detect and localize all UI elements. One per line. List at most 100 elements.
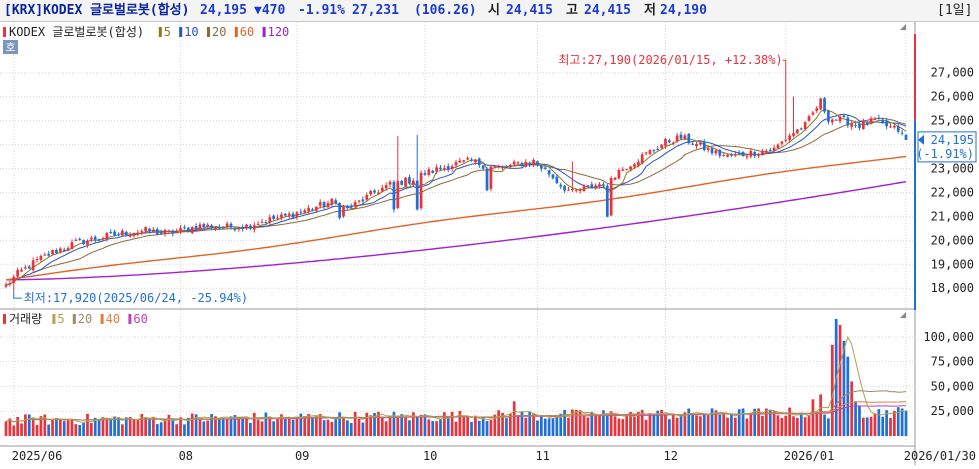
candle-body — [252, 225, 256, 230]
period-selector[interactable]: [1일] — [937, 3, 973, 18]
candle-body — [124, 231, 128, 236]
candle-body — [70, 242, 74, 250]
candle-body — [776, 144, 780, 149]
candle-body — [361, 199, 365, 202]
price-tick-label: 25,000 — [931, 114, 974, 128]
candle-body — [272, 215, 276, 219]
volume-legend-ma-swatch — [72, 314, 76, 324]
volume-bar — [780, 417, 784, 436]
candle-body — [823, 98, 826, 112]
volume-bar — [218, 417, 221, 436]
volume-bar — [873, 413, 877, 436]
candle-body — [524, 161, 528, 167]
volume-bar — [668, 419, 671, 436]
candle-body — [865, 122, 869, 125]
volume-bar — [691, 413, 694, 436]
candle-body — [194, 226, 198, 230]
volume-bar — [854, 401, 857, 436]
candle-body — [571, 188, 574, 191]
volume-bar — [679, 414, 683, 436]
volume-legend-ma-40: 40 — [106, 312, 120, 326]
candle-body — [163, 229, 167, 234]
candle-body — [788, 135, 791, 140]
grid — [0, 22, 916, 465]
candle-body — [699, 142, 702, 145]
volume-bar — [256, 419, 260, 436]
volume-bar — [590, 411, 594, 436]
volume-bar — [210, 414, 213, 436]
candle-body — [501, 167, 504, 169]
candle-body — [858, 124, 861, 128]
volume-bar — [338, 412, 341, 436]
candle-body — [679, 134, 683, 139]
volume-bar — [505, 418, 508, 436]
candle-body — [404, 177, 407, 187]
volume-bar — [380, 417, 384, 436]
volume-bar — [241, 417, 244, 436]
volume-bar — [55, 417, 58, 436]
volume-bar — [152, 416, 155, 436]
candle-body — [431, 170, 435, 173]
volume-bar — [330, 421, 334, 436]
candle-body — [249, 225, 252, 229]
volume-bar — [516, 415, 520, 436]
candle-body — [481, 165, 485, 169]
candle-body — [683, 135, 687, 139]
volume-bar — [695, 415, 698, 436]
candle-body — [761, 151, 764, 156]
candle-body — [342, 206, 345, 217]
volume-bar — [559, 413, 563, 436]
candle-body — [419, 172, 423, 208]
candle-body — [551, 174, 555, 179]
volume-bar — [582, 415, 586, 436]
stock-code[interactable]: [KRX]KODEX 글로벌로봇(합성) — [4, 3, 190, 18]
volume-bar — [737, 409, 741, 436]
candle-body — [303, 210, 307, 213]
volume-bar — [807, 415, 811, 436]
volume-bar — [640, 409, 644, 436]
candle-body — [745, 156, 749, 158]
volume-bar — [539, 415, 543, 436]
candle-body — [128, 234, 132, 237]
volume-bar — [850, 381, 854, 436]
volume-bar — [702, 414, 706, 436]
candle-body — [586, 185, 590, 187]
x-tick-label: 11 — [535, 449, 549, 463]
candle-body — [86, 240, 89, 245]
candle-body — [206, 224, 210, 227]
volume-bar — [307, 413, 310, 436]
plot-background — [0, 22, 915, 465]
candle-body — [202, 224, 206, 227]
volume-bar — [415, 416, 419, 436]
volume-bar — [109, 419, 113, 436]
volume-bar — [148, 419, 151, 436]
price-tick-label: 22,000 — [931, 185, 974, 199]
price-volume-chart[interactable]: 27,00026,00025,00024,00023,00022,00021,0… — [0, 22, 979, 465]
candle-body — [152, 229, 155, 232]
volume-bar — [497, 410, 501, 436]
volume-bar — [419, 414, 423, 436]
volume-bar — [753, 408, 757, 436]
volume-bar — [113, 416, 116, 436]
volume-bar — [101, 417, 105, 436]
candle-body — [489, 166, 493, 189]
candle-body — [668, 140, 671, 143]
volume-bar — [865, 417, 869, 436]
candle-body — [280, 214, 283, 218]
candle-body — [702, 142, 706, 151]
candle-body — [155, 229, 159, 235]
volume-bar — [175, 424, 179, 436]
price-tick-label: 20,000 — [931, 233, 974, 247]
candle-body — [567, 189, 570, 191]
volume-bar — [889, 417, 892, 436]
volume-bar — [167, 414, 171, 436]
chart-mode-badge — [3, 40, 18, 54]
candle-body — [338, 202, 341, 218]
candle-body — [718, 149, 722, 156]
volume-bar — [485, 420, 489, 436]
x-tick-label: 2026/01/30 — [904, 449, 976, 463]
candle-body — [780, 141, 784, 144]
candle-body — [838, 116, 842, 122]
candle-body — [516, 162, 520, 164]
candle-body — [117, 234, 120, 236]
